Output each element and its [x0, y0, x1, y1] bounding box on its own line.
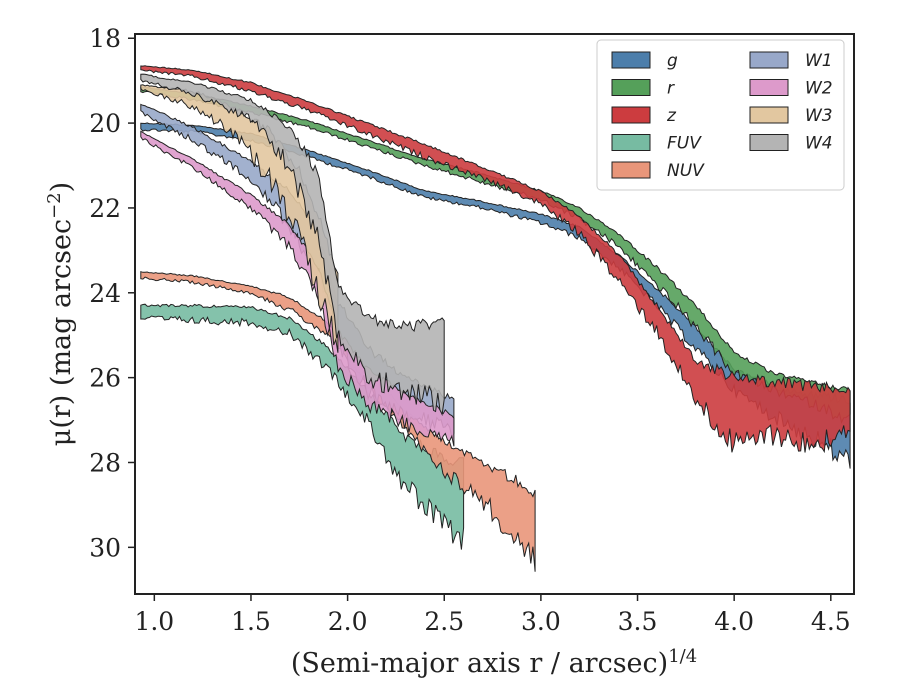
legend-swatch-r: [611, 79, 651, 96]
x-tick-label: 2.5: [424, 607, 464, 636]
legend-items: grz FUV NUV W1 W2 W3 W4: [611, 51, 833, 181]
legend-label-z: z: [666, 106, 677, 126]
x-tick-label: 4.0: [714, 607, 754, 636]
x-tick-label: 1.0: [134, 607, 174, 636]
legend-swatch-W3: [749, 106, 789, 124]
legend-box: [596, 39, 845, 191]
y-axis-title: μ(r) (mag arcsec−2): [44, 182, 77, 446]
legend-swatch-W1: [749, 51, 789, 69]
y-axis: 18 20 22 24 26 28 30: [89, 24, 135, 562]
series-bands: [140, 65, 851, 572]
y-tick-label: 22: [89, 194, 121, 223]
x-axis: 1.0 1.5 2.0 2.5 3.0 3.5 4.0 4.5: [134, 594, 851, 636]
plot-frame: [134, 33, 855, 595]
legend-label-g: g: [667, 51, 678, 71]
x-tick-label: 4.5: [811, 607, 851, 636]
y-tick-label: 18: [89, 24, 121, 53]
legend-swatch-W4: [749, 134, 789, 151]
legend: grz FUV NUV W1 W2 W3 W4: [596, 39, 845, 191]
legend-swatch-g: [611, 51, 651, 69]
legend-swatch-FUV: [611, 134, 651, 151]
legend-label-r: r: [667, 79, 675, 99]
legend-label-FUV: FUV: [667, 134, 702, 154]
x-tick-label: 1.5: [231, 607, 271, 636]
x-tick-label: 2.0: [328, 607, 368, 636]
legend-swatch-NUV: [611, 161, 651, 179]
legend-swatch-z: [611, 106, 651, 124]
y-tick-label: 28: [89, 448, 121, 477]
y-tick-label: 26: [89, 364, 121, 393]
band-FUV: [140, 303, 465, 550]
legend-label-W4: W4: [805, 134, 833, 154]
legend-swatch-W2: [749, 79, 789, 96]
band-W2: [140, 130, 455, 447]
band-W4: [140, 73, 445, 417]
x-axis-title: (Semi-major axis r / arcsec)1/4: [291, 646, 697, 679]
legend-label-W3: W3: [805, 106, 833, 126]
x-tick-label: 3.5: [618, 607, 658, 636]
y-tick-label: 20: [89, 109, 121, 138]
y-tick-label: 24: [89, 279, 121, 308]
legend-label-W2: W2: [805, 79, 833, 99]
x-tick-label: 3.0: [521, 607, 561, 636]
legend-label-W1: W1: [805, 51, 833, 71]
y-tick-label: 30: [89, 533, 121, 562]
band-z: [140, 65, 851, 454]
band-g: [140, 122, 851, 469]
band-NUV: [140, 271, 536, 572]
legend-label-NUV: NUV: [667, 161, 705, 181]
